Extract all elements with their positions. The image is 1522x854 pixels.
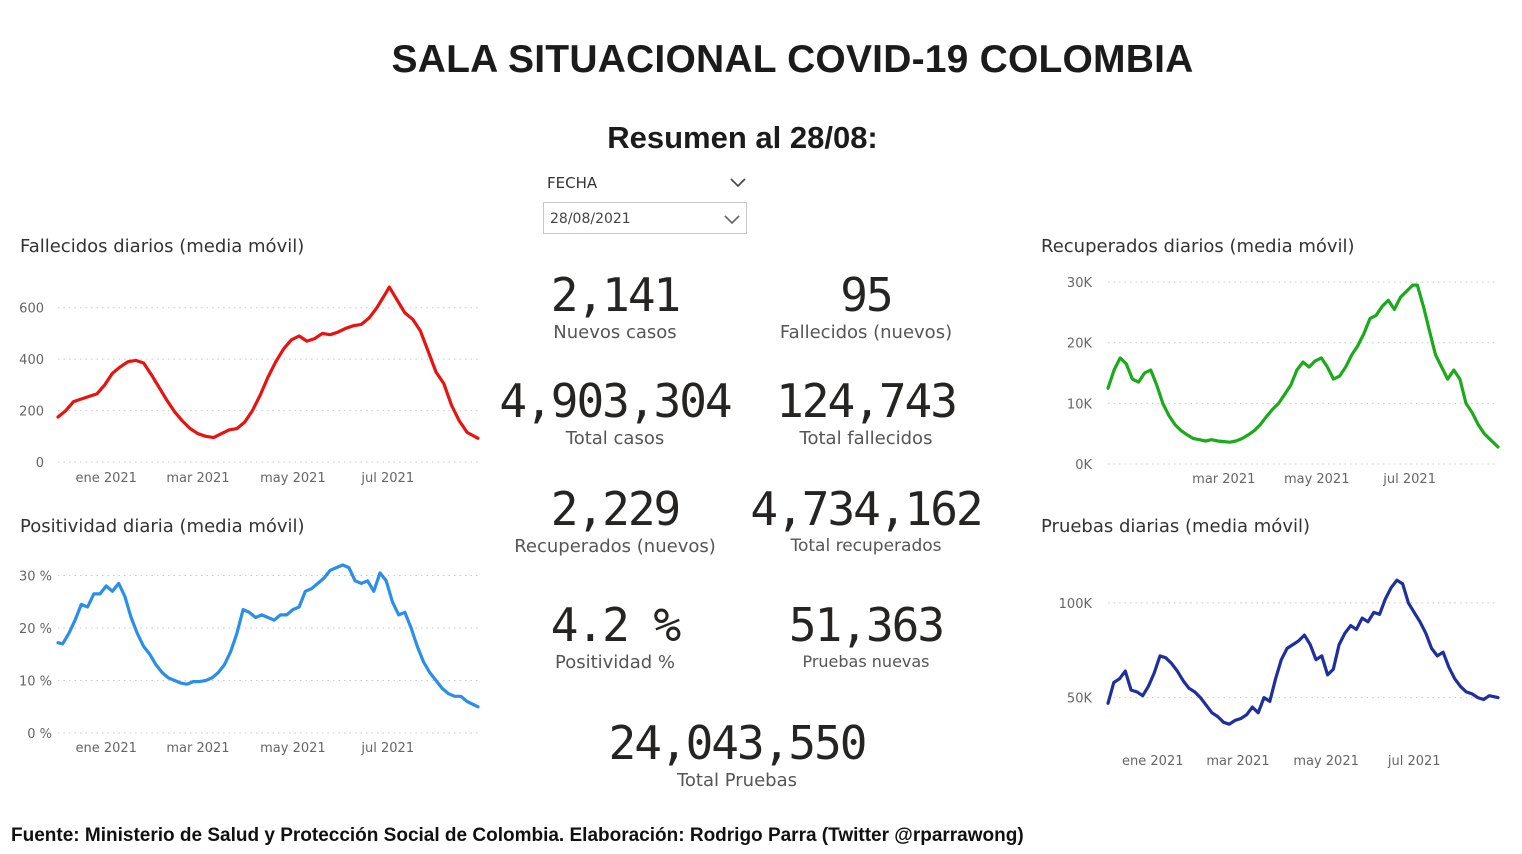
x-tick-label: may 2021 (1284, 472, 1350, 487)
y-tick-label: 20 % (19, 622, 52, 637)
series-line (1106, 578, 1500, 726)
x-tick-label: may 2021 (1293, 754, 1359, 769)
y-tick-label: 0 (36, 456, 44, 471)
x-tick-label: mar 2021 (166, 741, 229, 756)
y-tick-label: 100K (1059, 597, 1093, 612)
kpi-value: 124,743 (776, 374, 958, 428)
y-tick-label: 400 (19, 353, 44, 368)
kpi-total-recuperados: 4,734,162 Total recuperados (726, 482, 1006, 556)
page-title: SALA SITUACIONAL COVID-19 COLOMBIA (391, 38, 1194, 81)
kpi-label: Total fallecidos (799, 428, 933, 449)
kpi-label: Total casos (565, 428, 665, 449)
chart-title-fallecidos: Fallecidos diarios (media móvil) (20, 236, 305, 257)
y-tick-label: 200 (19, 405, 44, 420)
kpi-label: Positividad % (554, 652, 676, 673)
x-tick-label: may 2021 (260, 741, 326, 756)
kpi-total-fallecidos: 124,743 Total fallecidos (736, 374, 996, 449)
y-tick-label: 0 % (27, 727, 52, 742)
date-slicer-dropdown[interactable]: 28/08/2021 (543, 202, 747, 234)
chart-title-recuperados: Recuperados diarios (media móvil) (1041, 236, 1355, 257)
kpi-total-pruebas: 24,043,550 Total Pruebas (577, 716, 897, 791)
kpi-value: 4,734,162 (750, 482, 983, 536)
kpi-recuperados-nuevos: 2,229 Recuperados (nuevos) (485, 482, 745, 557)
source-footer: Fuente: Ministerio de Salud y Protección… (11, 825, 1024, 846)
kpi-positividad: 4.2 % Positividad % (505, 598, 725, 673)
chart-title-positividad: Positividad diaria (media móvil) (20, 516, 305, 537)
kpi-label: Fallecidos (nuevos) (779, 322, 953, 343)
x-tick-label: mar 2021 (1192, 472, 1255, 487)
chevron-down-icon[interactable] (730, 176, 746, 188)
summary-title: Resumen al 28/08: (607, 120, 878, 155)
positividad-line-chart: 0 % 10 % 20 % 30 % ene 2021 mar 2021 may 2021 j… (19, 563, 480, 756)
kpi-value: 24,043,550 (608, 716, 868, 770)
x-tick-label: jul 2021 (1387, 754, 1441, 769)
series-line (56, 285, 480, 440)
x-tick-label: jul 2021 (360, 741, 414, 756)
x-tick-label: may 2021 (260, 471, 326, 486)
chevron-down-icon (724, 215, 740, 225)
y-tick-label: 10K (1067, 397, 1093, 412)
kpi-nuevos-casos: 2,141 Nuevos casos (505, 268, 725, 343)
kpi-value: 2,141 (550, 268, 681, 322)
y-tick-label: 30 % (19, 570, 52, 585)
series-line (1106, 283, 1500, 449)
kpi-label: Total Pruebas (676, 770, 797, 791)
fallecidos-line-chart: 0 200 400 600 ene 2021 mar 2021 may 2021 jul 20… (19, 285, 480, 486)
x-tick-label: ene 2021 (75, 471, 136, 486)
y-tick-label: 20K (1067, 337, 1093, 352)
y-tick-label: 600 (19, 302, 44, 317)
kpi-value: 51,363 (788, 598, 945, 652)
kpi-value: 95 (840, 268, 893, 322)
date-slicer-value: 28/08/2021 (550, 211, 631, 227)
x-tick-label: ene 2021 (1122, 754, 1183, 769)
y-tick-label: 10 % (19, 675, 52, 690)
x-tick-label: mar 2021 (1206, 754, 1269, 769)
x-tick-label: ene 2021 (75, 741, 136, 756)
series-line (56, 563, 480, 709)
kpi-total-casos: 4,903,304 Total casos (485, 374, 745, 449)
chart-title-pruebas: Pruebas diarias (media móvil) (1041, 516, 1310, 537)
recuperados-line-chart: 0K 10K 20K 30K mar 2021 may 2021 jul 2021 (1067, 276, 1500, 487)
slicer-label: FECHA (547, 174, 598, 192)
kpi-value: 2,229 (550, 482, 681, 536)
x-tick-label: mar 2021 (166, 471, 229, 486)
kpi-value: 4.2 % (550, 598, 681, 652)
kpi-fallecidos-nuevos: 95 Fallecidos (nuevos) (756, 268, 976, 343)
kpi-label: Nuevos casos (553, 322, 677, 343)
kpi-value: 4,903,304 (499, 374, 732, 428)
x-tick-label: jul 2021 (360, 471, 414, 486)
y-tick-label: 0K (1075, 458, 1092, 473)
kpi-pruebas-nuevas: 51,363 Pruebas nuevas (756, 598, 976, 671)
kpi-label: Pruebas nuevas (802, 652, 930, 671)
x-tick-label: jul 2021 (1382, 472, 1436, 487)
y-tick-label: 30K (1067, 276, 1093, 291)
pruebas-line-chart: 50K 100K ene 2021 mar 2021 may 2021 jul 2021 (1059, 578, 1500, 769)
kpi-label: Total recuperados (790, 536, 942, 556)
kpi-label: Recuperados (nuevos) (514, 536, 716, 557)
y-tick-label: 50K (1067, 692, 1093, 707)
